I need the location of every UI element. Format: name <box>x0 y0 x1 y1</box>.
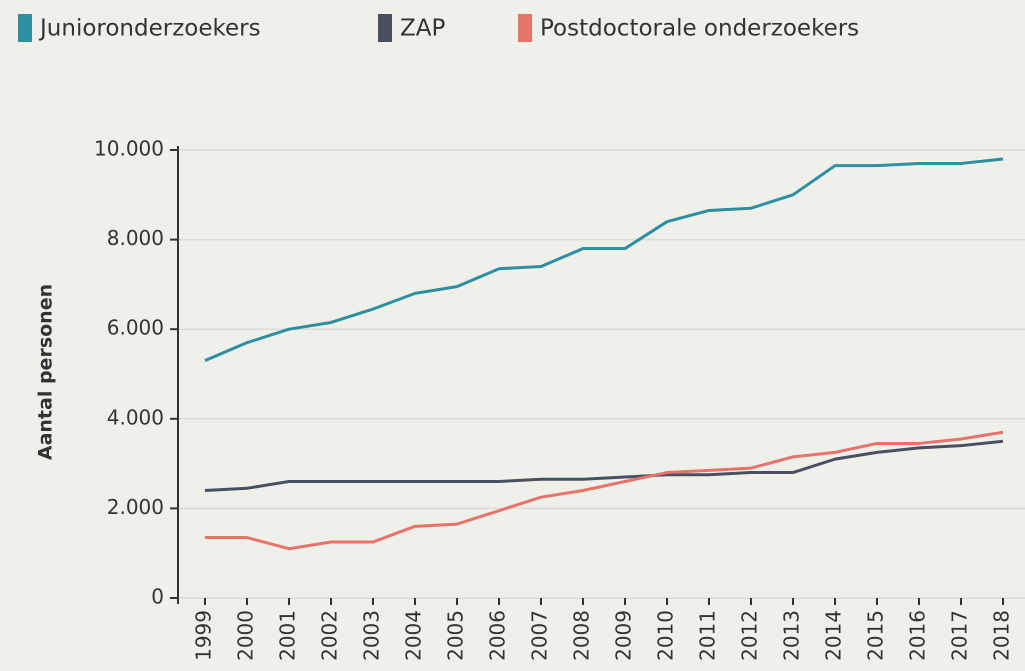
x-tick-label: 2003 <box>360 610 384 661</box>
series-line <box>204 157 1004 362</box>
x-tick-label: 2005 <box>444 610 468 661</box>
x-tick-label: 2004 <box>402 610 426 661</box>
series-line <box>205 430 1004 551</box>
x-tick-label: 2002 <box>318 610 342 661</box>
legend-swatch <box>378 14 392 42</box>
x-tick-label: 1999 <box>192 610 216 661</box>
legend-swatch <box>18 14 32 42</box>
x-tick-label: 2001 <box>276 610 300 661</box>
x-tick-label: 2016 <box>906 610 930 661</box>
legend-label: Postdoctorale onderzoekers <box>540 16 859 42</box>
x-tick-label: 2006 <box>486 610 510 661</box>
y-axis-label: Aantal personen <box>35 284 57 460</box>
legend-label: Junioronderzoekers <box>38 16 261 42</box>
series-line <box>204 439 1004 492</box>
x-tick-label: 2009 <box>612 610 636 661</box>
y-tick-label: 8.000 <box>107 226 164 250</box>
y-tick-label: 2.000 <box>107 495 164 519</box>
x-tick-label: 2000 <box>234 610 258 661</box>
y-tick-label: 4.000 <box>107 405 164 429</box>
x-tick-label: 2015 <box>864 610 888 661</box>
y-tick-label: 10.000 <box>94 137 164 161</box>
x-tick-label: 2008 <box>570 610 594 661</box>
legend-label: ZAP <box>400 16 445 42</box>
x-tick-label: 2010 <box>654 610 678 661</box>
x-tick-label: 2017 <box>948 610 972 661</box>
x-tick-label: 2018 <box>990 610 1014 661</box>
y-tick-label: 0 <box>151 585 164 609</box>
x-tick-label: 2012 <box>738 610 762 661</box>
x-tick-label: 2013 <box>780 610 804 661</box>
x-tick-label: 2014 <box>822 610 846 661</box>
x-tick-label: 2007 <box>528 610 552 661</box>
legend-swatch <box>518 14 532 42</box>
y-tick-label: 6.000 <box>107 316 164 340</box>
x-tick-label: 2011 <box>696 610 720 661</box>
